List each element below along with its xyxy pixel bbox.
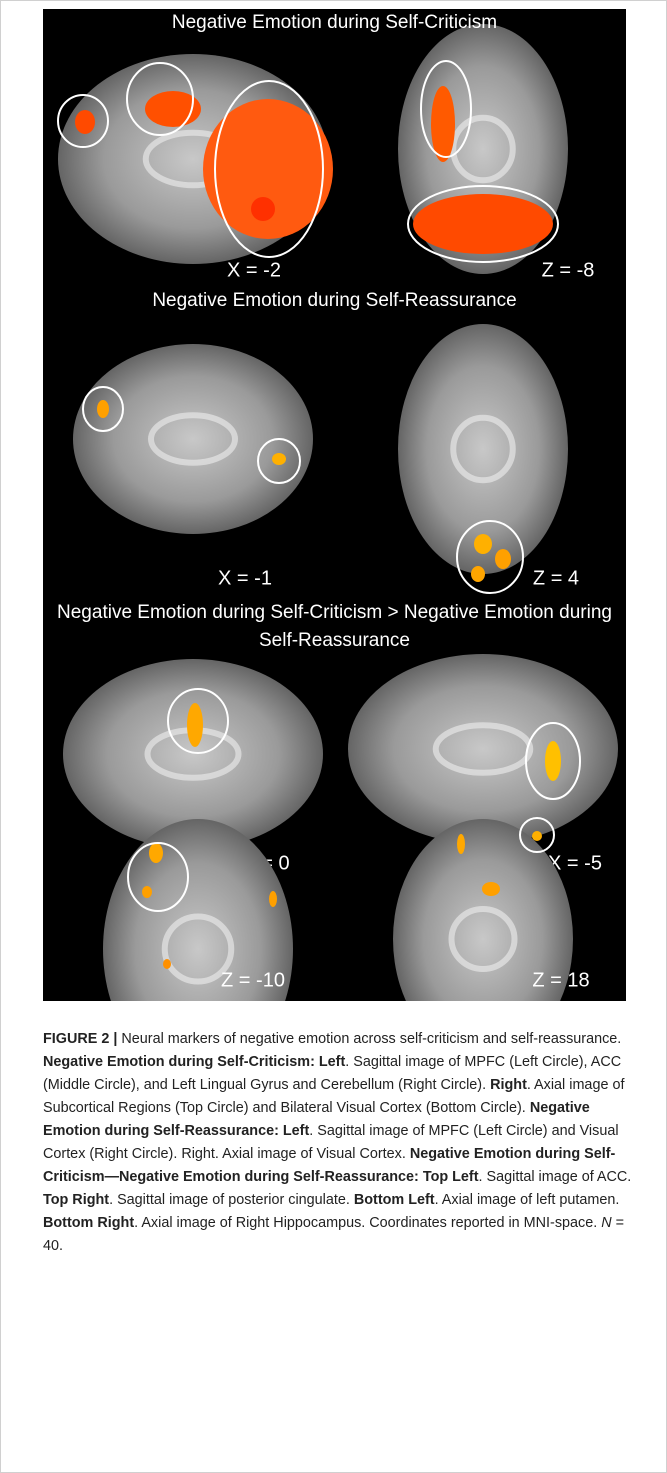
- caption-text: Neural markers of negative emotion acros…: [117, 1031, 621, 1047]
- brain-slice: [348, 654, 618, 844]
- activation: [457, 834, 465, 854]
- activation: [545, 741, 561, 781]
- caption-text: . Axial image of Right Hippocampus. Coor…: [134, 1215, 601, 1231]
- coordinate-label: X = -1: [218, 567, 272, 589]
- activation: [269, 891, 277, 907]
- activation: [75, 110, 95, 134]
- activation: [532, 831, 542, 841]
- brain-image: X = -1: [73, 344, 313, 589]
- panel-title: Negative Emotion during Self-Criticism >…: [53, 599, 616, 655]
- activation: [251, 197, 275, 221]
- coordinate-label: Z = -10: [221, 969, 285, 991]
- caption-text: Negative Emotion during Self-Criticism: …: [43, 1054, 345, 1070]
- brain-image: Z = 18: [393, 818, 590, 1001]
- caption-text: N: [601, 1215, 611, 1231]
- activation: [149, 843, 163, 863]
- brain-image: Z = -10: [103, 819, 293, 1001]
- activation: [471, 566, 485, 582]
- figure-page: X = -2Z = -8X = -1Z = 4X = 0X = -5Z = -1…: [0, 0, 667, 1473]
- caption-text: Bottom Right: [43, 1215, 134, 1231]
- activation: [474, 534, 492, 554]
- caption-text: Top Right: [43, 1192, 109, 1208]
- figure-caption: FIGURE 2 | Neural markers of negative em…: [43, 1028, 635, 1258]
- activation: [163, 959, 171, 969]
- figure-panel: X = -2Z = -8X = -1Z = 4X = 0X = -5Z = -1…: [43, 9, 626, 1001]
- caption-text: . Sagittal image of ACC.: [479, 1169, 632, 1185]
- panel-title: Negative Emotion during Self-Criticism: [53, 9, 616, 37]
- coordinate-label: X = -2: [227, 259, 281, 281]
- activation: [272, 453, 286, 465]
- brain-image: Z = 4: [398, 324, 579, 593]
- activation: [413, 194, 553, 254]
- activation: [97, 400, 109, 418]
- activation: [482, 882, 500, 896]
- activation: [495, 549, 511, 569]
- brain-image: X = -2: [58, 54, 333, 281]
- coordinate-label: Z = 18: [532, 969, 589, 991]
- brain-images: X = -2Z = -8X = -1Z = 4X = 0X = -5Z = -1…: [43, 9, 626, 1001]
- caption-text: . Axial image of left putamen.: [435, 1192, 620, 1208]
- activation: [187, 703, 203, 747]
- coordinate-label: Z = -8: [542, 259, 595, 281]
- caption-text: . Sagittal image of posterior cingulate.: [109, 1192, 354, 1208]
- activation: [142, 886, 152, 898]
- caption-text: FIGURE 2 |: [43, 1031, 117, 1047]
- coordinate-label: Z = 4: [533, 567, 579, 589]
- caption-text: Right: [490, 1077, 527, 1093]
- caption-text: Bottom Left: [354, 1192, 435, 1208]
- panel-title: Negative Emotion during Self-Reassurance: [53, 287, 616, 315]
- brain-image: Z = -8: [398, 24, 594, 281]
